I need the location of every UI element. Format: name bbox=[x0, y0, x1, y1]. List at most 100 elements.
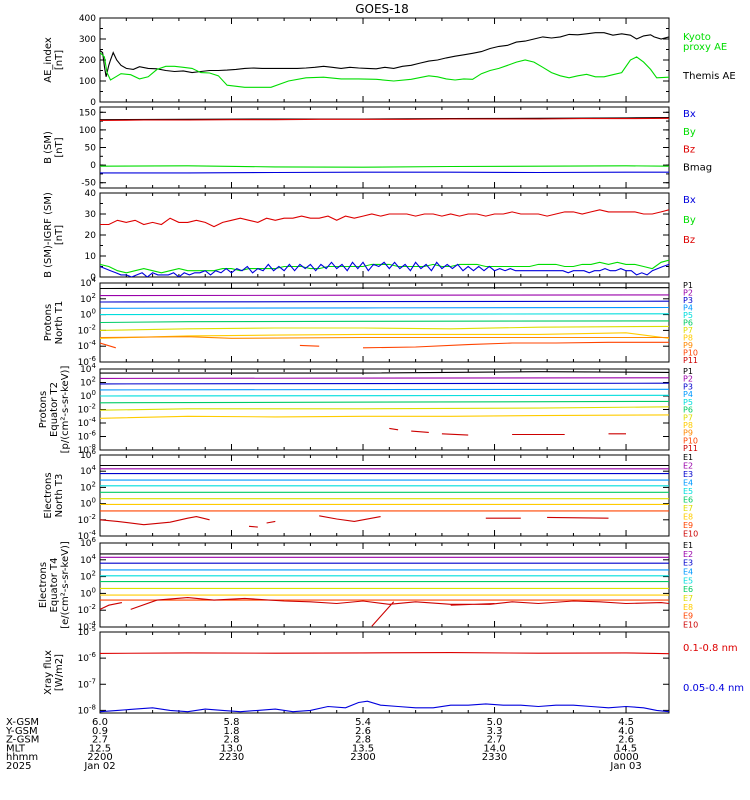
y-tick-label: 102 bbox=[80, 376, 96, 389]
panel-3: 40 30 20 10 0 B (SM)-IGRF (SM) [nT] Bx By Bz bbox=[43, 189, 696, 283]
y-axis-label: [nT] bbox=[54, 50, 65, 70]
legend-p3: P3 bbox=[683, 382, 693, 391]
x-column-value: Jan 03 bbox=[609, 761, 641, 772]
x-column-value: 2200 bbox=[87, 752, 112, 763]
y-tick-label: 10-2 bbox=[78, 513, 96, 526]
y-axis-label: [nT] bbox=[54, 225, 65, 245]
legend-by: By bbox=[683, 215, 696, 226]
legend-e1: E1 bbox=[683, 541, 693, 550]
legend-p4: P4 bbox=[683, 304, 693, 313]
series-p6 bbox=[100, 400, 669, 404]
y-tick-label: 30 bbox=[85, 210, 97, 220]
x-column-value: 12.5 bbox=[89, 743, 111, 754]
series-e10 bbox=[100, 515, 609, 528]
y-tick-label: 0 bbox=[90, 273, 96, 283]
y-axis-label: [p/(cm²-s-sr-keV)] bbox=[60, 366, 71, 454]
series-bx bbox=[100, 261, 669, 277]
y-tick-label: 50 bbox=[85, 144, 97, 154]
x-column-value: 2230 bbox=[219, 752, 244, 763]
y-axis-label: Electrons bbox=[43, 472, 54, 518]
y-axis-label: Electrons bbox=[38, 562, 49, 608]
panel-frame bbox=[99, 454, 670, 537]
panel-frame bbox=[99, 542, 670, 628]
x-column-value: 5.0 bbox=[487, 717, 503, 728]
y-tick-label: 200 bbox=[79, 56, 96, 66]
y-tick-label: 102 bbox=[80, 480, 96, 493]
x-column-value: 14.5 bbox=[615, 743, 637, 754]
y-tick-label: 10-7 bbox=[78, 677, 96, 690]
y-tick-label: 104 bbox=[80, 464, 96, 477]
y-tick-label: 100 bbox=[80, 497, 96, 510]
legend-e3: E3 bbox=[683, 559, 693, 568]
panel-frame bbox=[99, 17, 670, 103]
x-column-value: 5.4 bbox=[355, 717, 371, 728]
y-axis-label: Protons bbox=[43, 304, 54, 341]
y-axis-label: B (SM)-IGRF (SM) bbox=[43, 192, 54, 278]
series-bz bbox=[100, 117, 669, 121]
y-axis-label: Equator T4 bbox=[49, 558, 60, 613]
legend-proxy-ae: proxy AE bbox=[683, 42, 727, 53]
panel-2: 150 100 50 0 -50 B (SM) [nT] Bx By Bz Bmag bbox=[43, 106, 712, 189]
y-tick-label: 20 bbox=[85, 231, 97, 241]
y-tick-label: 10-8 bbox=[78, 703, 96, 716]
x-column-value: 2.7 bbox=[487, 735, 503, 746]
legend-bz: Bz bbox=[683, 145, 695, 156]
legend-p9: P9 bbox=[683, 341, 693, 350]
legend-e3: E3 bbox=[683, 470, 693, 479]
legend-e6: E6 bbox=[683, 585, 693, 594]
x-row-label: Y-GSM bbox=[5, 726, 38, 737]
series-p1 bbox=[100, 287, 669, 290]
y-tick-label: 100 bbox=[80, 308, 96, 321]
legend-e5: E5 bbox=[683, 487, 693, 496]
panel-frame bbox=[99, 631, 670, 714]
y-tick-label: 400 bbox=[79, 14, 96, 24]
series-p6 bbox=[100, 320, 669, 324]
series-p3 bbox=[100, 300, 669, 303]
legend-p1: P1 bbox=[683, 281, 693, 290]
y-axis-label: [W/m2] bbox=[54, 654, 65, 691]
legend-p5: P5 bbox=[683, 398, 693, 407]
x-column-value: Jan 02 bbox=[83, 761, 115, 772]
legend-e4: E4 bbox=[683, 568, 693, 577]
series-themis-ae bbox=[100, 32, 669, 77]
x-row-label: 2025 bbox=[6, 761, 31, 772]
legend-e7: E7 bbox=[683, 594, 693, 603]
x-column-value: 14.0 bbox=[483, 743, 505, 754]
y-tick-label: 10 bbox=[85, 252, 97, 262]
legend-themis-ae: Themis AE bbox=[682, 71, 736, 82]
y-axis-label: AE_index bbox=[43, 37, 54, 83]
x-column-value: 2.8 bbox=[355, 735, 371, 746]
x-column-value: 5.8 bbox=[224, 717, 240, 728]
legend-by: By bbox=[683, 127, 696, 138]
legend-e10: E10 bbox=[683, 621, 698, 630]
y-tick-label: 10-6 bbox=[78, 651, 97, 664]
legend-bx: Bx bbox=[683, 195, 696, 206]
series-0-05-0-4-nm bbox=[100, 700, 669, 713]
y-tick-label: 102 bbox=[80, 570, 96, 583]
y-tick-label: 10-2 bbox=[78, 403, 96, 416]
y-tick-label: 0 bbox=[90, 161, 96, 171]
series-bz bbox=[100, 209, 669, 228]
legend-e5: E5 bbox=[683, 576, 693, 585]
x-column-value: 3.3 bbox=[487, 726, 503, 737]
y-axis-label: North T1 bbox=[54, 301, 65, 345]
panel-frame bbox=[99, 368, 670, 451]
y-axis-label: Xray flux bbox=[43, 650, 54, 695]
y-axis-label: B (SM) bbox=[43, 131, 54, 164]
y-axis-label: [nT] bbox=[54, 137, 65, 157]
series-p4 bbox=[100, 388, 669, 391]
x-column-value: 2.6 bbox=[355, 726, 371, 737]
legend-p10: P10 bbox=[683, 436, 698, 445]
legend-p7: P7 bbox=[683, 326, 693, 335]
y-axis-label: North T3 bbox=[54, 474, 65, 518]
legend-e7: E7 bbox=[683, 504, 693, 513]
y-tick-label: 10-4 bbox=[78, 416, 97, 429]
y-tick-label: 104 bbox=[80, 553, 96, 566]
series-p3 bbox=[100, 382, 669, 385]
series-p5 bbox=[100, 394, 669, 397]
y-axis-label: Equator T2 bbox=[49, 382, 60, 437]
y-tick-label: 100 bbox=[80, 586, 96, 599]
legend-p4: P4 bbox=[683, 390, 693, 399]
